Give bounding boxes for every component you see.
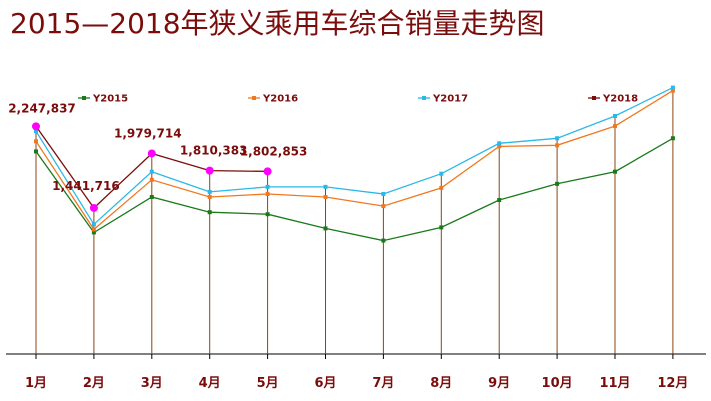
data-point-y2015 [439,225,444,230]
x-tick-label: 12月 [657,376,688,391]
data-point-y2016 [497,144,502,149]
data-point-y2017 [670,85,675,90]
legend-label: Y2018 [602,94,638,105]
x-tick-label: 9月 [488,376,510,391]
data-point-y2016 [149,177,154,182]
data-label: 1,441,716 [52,179,120,193]
data-point-y2016 [381,204,386,209]
data-point-y2018 [147,149,156,158]
data-label: 2,247,837 [8,101,76,115]
data-point-y2018 [89,203,98,212]
data-point-y2015 [323,226,328,231]
data-point-y2015 [670,136,675,141]
data-point-y2017 [207,189,212,194]
data-point-y2016 [439,185,444,190]
legend-marker [592,96,596,100]
data-point-y2018 [32,122,40,131]
data-point-y2017 [34,129,38,134]
data-point-y2015 [34,149,38,154]
x-tick-label: 5月 [257,376,279,391]
data-point-y2016 [323,195,328,199]
data-label: 1,979,714 [114,126,182,140]
series-line-y2016 [35,90,674,231]
data-point-y2015 [207,210,212,215]
data-point-y2016 [265,191,270,196]
data-point-y2016 [34,139,38,144]
data-point-y2017 [497,141,502,146]
series-line-y2015 [35,137,674,242]
legend-marker [422,96,426,100]
x-tick-label: 6月 [314,376,336,391]
data-point-y2017 [149,169,154,174]
data-point-y2015 [497,198,502,203]
series-line-y2017 [35,87,674,226]
x-tick-label: 11月 [599,376,630,391]
data-point-y2016 [613,124,617,129]
legend-label: Y2017 [432,94,468,105]
x-tick-label: 8月 [430,376,452,391]
data-point-y2015 [265,212,270,217]
chart-title: 2015—2018年狭义乘用车综合销量走势图 [10,7,545,40]
data-point-y2015 [91,230,96,235]
data-point-y2017 [265,184,270,189]
data-point-y2015 [555,181,560,186]
data-point-y2018 [205,166,214,175]
data-point-y2017 [439,171,444,176]
data-point-y2015 [149,195,154,199]
x-tick-label: 10月 [542,376,573,391]
legend-marker [252,96,256,100]
data-point-y2016 [91,227,96,232]
x-tick-label: 4月 [199,376,221,391]
x-tick-label: 7月 [372,376,394,391]
data-point-y2015 [381,238,386,243]
x-tick-label: 1月 [25,376,47,391]
data-point-y2016 [207,195,212,199]
data-point-y2017 [91,222,96,227]
data-point-y2016 [555,143,560,148]
legend-marker [82,96,86,100]
data-point-y2017 [555,136,560,141]
x-tick-label: 2月 [83,376,105,391]
data-point-y2015 [613,169,617,174]
legend-label: Y2015 [92,94,128,105]
data-point-y2017 [381,191,386,196]
legend-label: Y2016 [262,94,298,105]
data-point-y2018 [263,167,272,176]
data-label: 1,802,853 [240,144,308,158]
x-tick-label: 3月 [141,376,163,391]
data-point-y2017 [613,113,617,118]
data-point-y2016 [670,88,675,93]
data-label: 1,810,383 [180,144,248,158]
data-point-y2017 [323,184,328,189]
